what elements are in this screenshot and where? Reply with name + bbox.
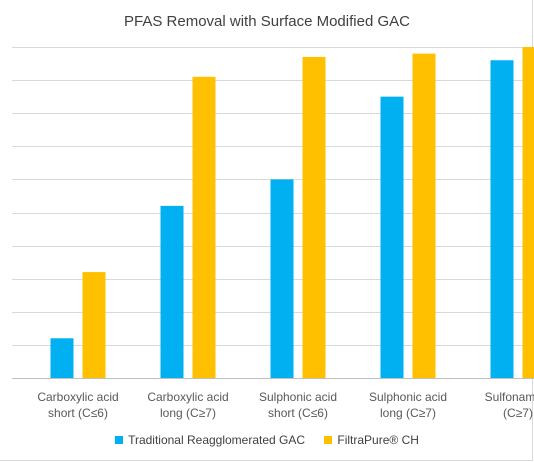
legend-label-traditional: Traditional Reagglomerated GAC <box>128 433 306 447</box>
x-tick-label: Sulphonic acid <box>369 390 447 404</box>
bar-filtrapure <box>192 76 216 378</box>
x-tick-label: Carboxylic acid <box>37 390 118 404</box>
x-tick-label: short (C≤6) <box>48 406 108 420</box>
bar-filtrapure <box>522 47 534 378</box>
x-tick-label: long (C≥7) <box>380 406 436 420</box>
bar-filtrapure <box>412 53 436 379</box>
bar-traditional <box>270 179 294 378</box>
x-tick-label: Sulfonamide <box>485 390 534 404</box>
x-tick-label: Carboxylic acid <box>147 390 228 404</box>
legend-swatch-filtrapure <box>324 436 333 444</box>
x-tick-label: Sulphonic acid <box>259 390 337 404</box>
bar-traditional <box>50 338 74 378</box>
legend-label-filtrapure: FiltraPure® CH <box>337 433 419 447</box>
bar-traditional <box>160 205 184 378</box>
x-tick-label: short (C≤6) <box>268 406 328 420</box>
legend: Traditional Reagglomerated GAC FiltraPur… <box>0 433 534 447</box>
legend-item-traditional: Traditional Reagglomerated GAC <box>115 433 305 447</box>
chart-title: PFAS Removal with Surface Modified GAC <box>124 13 410 30</box>
legend-swatch-traditional <box>115 436 124 444</box>
x-tick-label: long (C≥7) <box>160 406 216 420</box>
x-tick-label: (C≥7) <box>503 406 533 420</box>
bar-traditional <box>490 60 514 379</box>
legend-item-filtrapure: FiltraPure® CH <box>324 433 419 447</box>
bar-filtrapure <box>302 56 326 379</box>
bar-filtrapure <box>82 272 106 378</box>
bar-traditional <box>380 96 404 379</box>
